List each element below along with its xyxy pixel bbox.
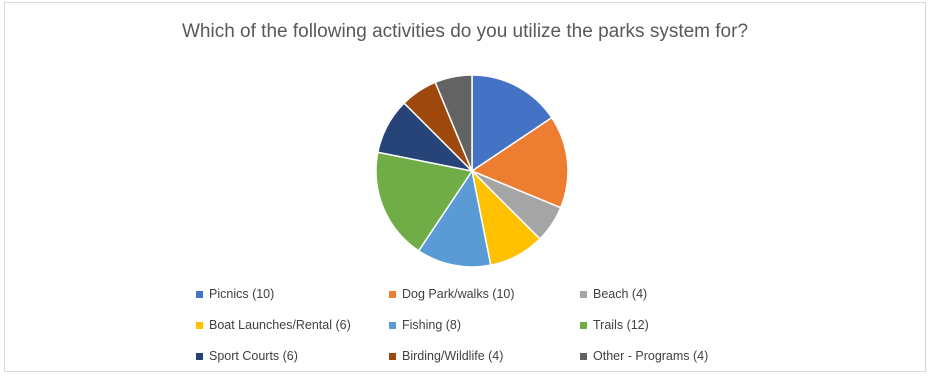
legend-swatch (196, 290, 203, 298)
legend-item-0: Picnics (10) (196, 287, 274, 301)
legend-swatch (580, 321, 587, 329)
legend-swatch (389, 352, 396, 360)
legend-item-2: Beach (4) (580, 287, 647, 301)
legend-label: Trails (12) (593, 318, 649, 332)
legend-item-5: Trails (12) (580, 318, 649, 332)
legend-item-6: Sport Courts (6) (196, 349, 298, 363)
legend-item-8: Other - Programs (4) (580, 349, 708, 363)
legend-item-4: Fishing (8) (389, 318, 461, 332)
pie-chart (375, 74, 569, 268)
legend-label: Birding/Wildlife (4) (402, 349, 504, 363)
legend-label: Dog Park/walks (10) (402, 287, 515, 301)
pie-slice-4 (417, 169, 492, 268)
legend-item-1: Dog Park/walks (10) (389, 287, 515, 301)
pie-slice-0 (471, 74, 553, 173)
pie-slice-1 (470, 116, 569, 209)
legend-label: Boat Launches/Rental (6) (209, 318, 351, 332)
legend-label: Other - Programs (4) (593, 349, 709, 363)
legend-swatch (580, 290, 587, 298)
legend-swatch (580, 352, 587, 360)
legend-label: Picnics (10) (209, 287, 275, 301)
pie-slice-8 (434, 74, 473, 172)
chart-area: Which of the following activities do you… (4, 2, 926, 372)
legend-swatch (389, 290, 396, 298)
pie-slice-5 (375, 151, 474, 252)
chart-legend: Picnics (10) Dog Park/walks (10) Beach (4)… (5, 3, 925, 371)
legend-label: Sport Courts (6) (209, 349, 298, 363)
legend-label: Fishing (8) (402, 318, 462, 332)
chart-title: Which of the following activities do you… (181, 21, 749, 42)
legend-swatch (196, 321, 203, 329)
legend-label: Beach (4) (593, 287, 648, 301)
legend-item-3: Boat Launches/Rental (6) (196, 318, 351, 332)
legend-swatch (196, 352, 203, 360)
legend-swatch (389, 321, 396, 329)
legend-item-7: Birding/Wildlife (4) (389, 349, 503, 363)
